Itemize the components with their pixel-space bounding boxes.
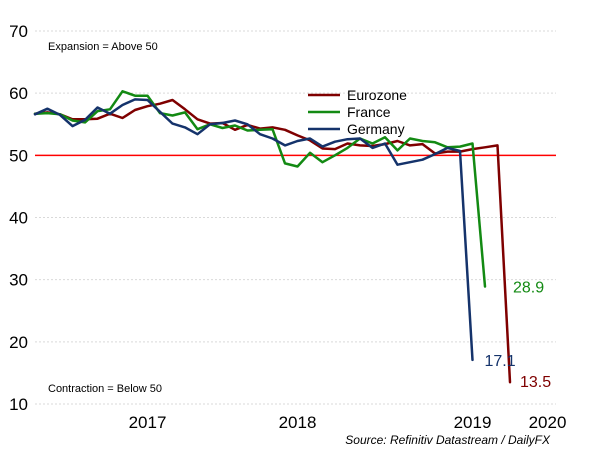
- legend-label-eurozone: Eurozone: [347, 87, 407, 103]
- end-label-eurozone: 13.5: [520, 374, 551, 391]
- y-tick-70: 70: [9, 22, 28, 41]
- end-value-labels: 13.5 28.9 17.1: [485, 280, 552, 392]
- y-tick-40: 40: [9, 209, 28, 228]
- contraction-annotation: Contraction = Below 50: [48, 383, 162, 395]
- y-tick-60: 60: [9, 84, 28, 103]
- x-axis-ticks: 2017 2018 2019 2020: [129, 413, 567, 432]
- y-axis-ticks: 10 20 30 40 50 60 70: [9, 22, 28, 414]
- end-label-germany: 17.1: [485, 353, 516, 370]
- series-line-france: [33, 90, 487, 288]
- legend-label-germany: Germany: [347, 121, 405, 137]
- y-tick-10: 10: [9, 395, 28, 414]
- x-tick-2017: 2017: [129, 413, 167, 432]
- gridlines: [35, 30, 556, 405]
- series-lines: [33, 90, 512, 384]
- x-tick-2018: 2018: [279, 413, 317, 432]
- series-line-germany: [33, 98, 474, 362]
- end-label-france: 28.9: [513, 280, 544, 297]
- x-tick-2019: 2019: [454, 413, 492, 432]
- source-note: Source: Refinitiv Datastream / DailyFX: [345, 433, 551, 447]
- x-tick-2020: 2020: [529, 413, 567, 432]
- series-line-eurozone: [33, 98, 512, 384]
- y-tick-20: 20: [9, 333, 28, 352]
- y-tick-50: 50: [9, 146, 28, 165]
- legend-label-france: France: [347, 104, 391, 120]
- expansion-annotation: Expansion = Above 50: [48, 41, 158, 53]
- y-tick-30: 30: [9, 271, 28, 290]
